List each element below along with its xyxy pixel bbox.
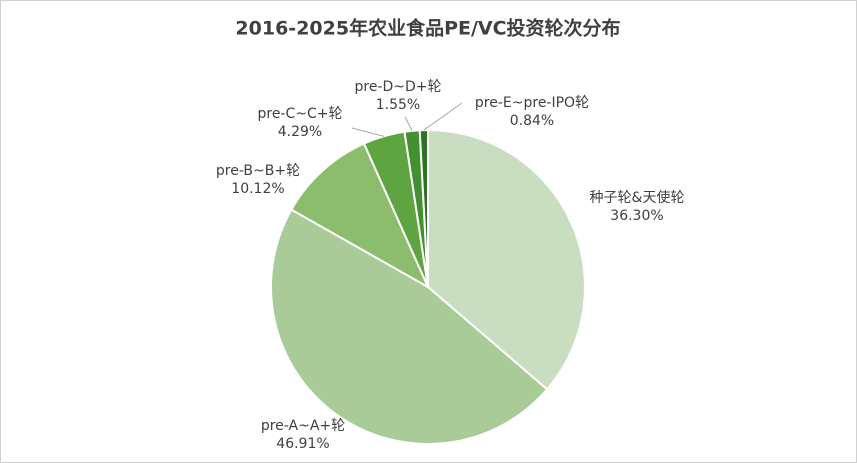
- value-label: 0.84%: [510, 113, 554, 129]
- leader-line: [404, 116, 413, 132]
- leader-line: [351, 127, 384, 137]
- category-label: pre-A~A+轮: [261, 418, 345, 434]
- value-label: 4.29%: [278, 124, 322, 140]
- leader-line: [423, 102, 463, 131]
- value-label: 46.91%: [276, 436, 329, 452]
- category-label: pre-C~C+轮: [257, 106, 342, 122]
- chart-title: 2016-2025年农业食品PE/VC投资轮次分布: [235, 17, 620, 40]
- category-label: 种子轮&天使轮: [590, 189, 685, 206]
- value-label: 10.12%: [231, 181, 284, 197]
- pie-slice: [270, 208, 549, 445]
- value-label: 36.30%: [610, 208, 663, 224]
- category-label: pre-B~B+轮: [216, 163, 300, 179]
- category-label: pre-E~pre-IPO轮: [475, 95, 589, 111]
- pie-slice: [427, 128, 586, 391]
- pie-slice: [418, 128, 429, 288]
- value-label: 1.55%: [376, 97, 420, 113]
- pie-slice: [290, 142, 431, 290]
- category-label: pre-D~D+轮: [354, 79, 441, 95]
